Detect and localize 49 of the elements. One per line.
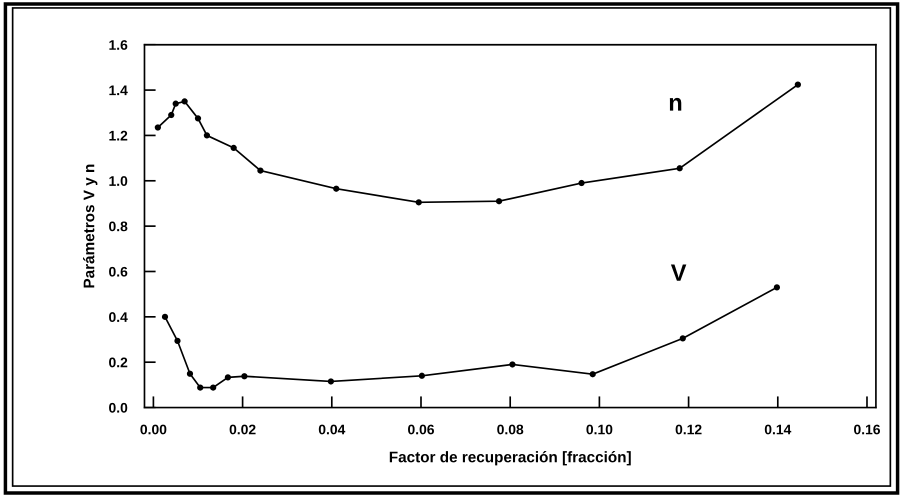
point: [186, 370, 194, 377]
point: [181, 98, 188, 105]
point: [210, 384, 216, 391]
point: [794, 82, 801, 88]
x-tick-label: 0.00: [140, 424, 166, 434]
point: [194, 115, 202, 122]
y-tick-label: 0.4: [109, 312, 128, 322]
y-tick-label: 1.0: [109, 176, 128, 186]
text: V: [670, 264, 686, 281]
y-tick-label: 1.6: [109, 40, 128, 50]
series-label: n: [670, 98, 682, 111]
point: [154, 124, 161, 131]
point: [416, 199, 422, 206]
point: [680, 335, 686, 342]
point: [241, 373, 248, 380]
point: [578, 180, 585, 186]
point: [333, 186, 340, 192]
x-tick-label: 0.02: [230, 424, 256, 434]
y-tick-label: 0.8: [109, 221, 128, 232]
point: [509, 361, 516, 368]
point: [676, 165, 683, 172]
point: [224, 374, 232, 381]
x-tick-label: 0.10: [586, 424, 612, 434]
point: [204, 132, 210, 139]
point: [197, 384, 204, 391]
x-tick-label: 0.12: [676, 424, 702, 434]
point: [174, 338, 181, 344]
x-tick-label: 0.16: [854, 424, 880, 434]
point: [774, 284, 780, 290]
x-tick-label: 0.08: [497, 424, 524, 434]
point: [257, 167, 264, 174]
point: [418, 372, 426, 379]
y-tick-label: 0.6: [109, 266, 128, 277]
point: [162, 314, 168, 320]
x-axis-title: Factor de recuperación [fracción]: [390, 451, 631, 466]
x-tick-label: 0.14: [764, 424, 792, 434]
point: [168, 112, 174, 118]
point: [230, 144, 237, 152]
point: [328, 378, 334, 385]
x-tick-label: 0.04: [318, 424, 346, 434]
point: [496, 198, 502, 204]
point: [172, 100, 179, 107]
point: [590, 371, 596, 378]
y-tick-label: 1.2: [109, 130, 128, 140]
y-tick-label: 0.2: [109, 358, 128, 368]
y-tick-label: 0.0: [109, 402, 128, 413]
x-tick-label: 0.06: [408, 424, 434, 434]
y-tick-label: 1.4: [109, 86, 128, 96]
y-axis-title: Parámetros V y n: [83, 164, 98, 288]
